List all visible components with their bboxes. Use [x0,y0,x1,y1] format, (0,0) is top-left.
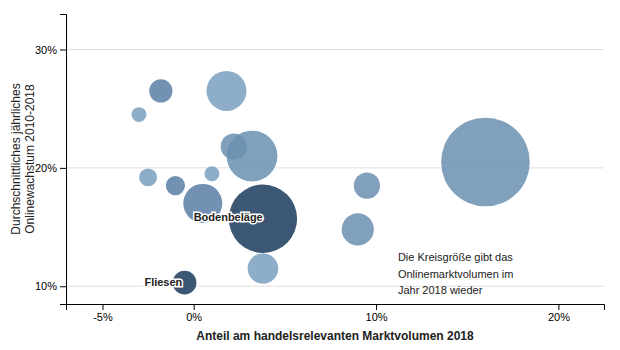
y-axis-title-line: Durchschnittliches jährliches [9,83,23,234]
y-tick-mark [60,168,66,169]
grid-line [66,49,604,50]
y-tick-label: 20% [35,162,57,174]
y-tick: 10% [35,280,66,292]
x-tick-mark [102,304,103,310]
bubble [354,173,380,199]
plot-area [132,71,530,295]
x-tick-label: -5% [93,311,113,323]
annotations: Bodenbeläge Fliesen Die Kreisgröße gibt da… [144,210,513,296]
bubble [139,168,157,186]
annotation-line: Onlinemarktvolumen im [398,268,514,280]
y-tick: 30% [35,44,66,56]
x-tick: -5% [93,304,113,323]
annotation-line: Jahr 2018 wieder [398,284,483,296]
bubble [342,213,374,245]
x-tick: 0% [186,304,202,323]
bubble [166,176,185,195]
x-tick-label: 20% [548,311,570,323]
annotation: Die Kreisgröße gibt das Onlinemarktvolume… [398,251,514,296]
x-tick: 10% [366,304,388,323]
x-tick-label: 0% [186,311,202,323]
x-axis: -5% 0% 10% 20% [67,304,605,323]
y-tick-label: 30% [35,44,57,56]
x-axis-title: Anteil am handelsrelevanten Marktvolumen… [196,329,474,343]
y-tick-mark [60,50,66,51]
annotation-line: Die Kreisgröße gibt das [398,251,513,263]
bubble-label: Fliesen [144,276,182,288]
bubble [204,166,219,181]
x-tick: 20% [548,304,570,323]
y-axis: 10% 20% 30% [35,15,67,305]
bubble [248,253,279,284]
x-tick-mark [194,304,195,310]
x-tick-mark [376,304,377,310]
y-tick-label: 10% [35,280,57,292]
bubble [207,71,247,111]
annotation-line: Fliesen [144,276,182,288]
chart: -5% 0% 10% 20% 10% 20% 30% Anteil am handelsrel… [0,0,620,350]
y-axis-title: Durchschnittliches jährlichesOnlinewachs… [9,83,37,234]
bubble-label: Bodenbeläge [194,210,263,222]
x-tick-label: 10% [366,311,388,323]
grid [66,50,604,287]
y-tick: 20% [35,162,66,174]
bubble [149,79,172,102]
annotation-line: Bodenbeläge [194,210,263,222]
bubble [227,131,278,182]
y-axis-title-line: Onlinewachstum 2010-2018 [23,84,37,234]
y-tick-mark [60,286,66,287]
x-axis-line [67,305,605,311]
x-tick-mark [558,304,559,310]
bubble [441,118,530,207]
bubble [132,107,147,122]
y-axis-line [60,15,67,305]
